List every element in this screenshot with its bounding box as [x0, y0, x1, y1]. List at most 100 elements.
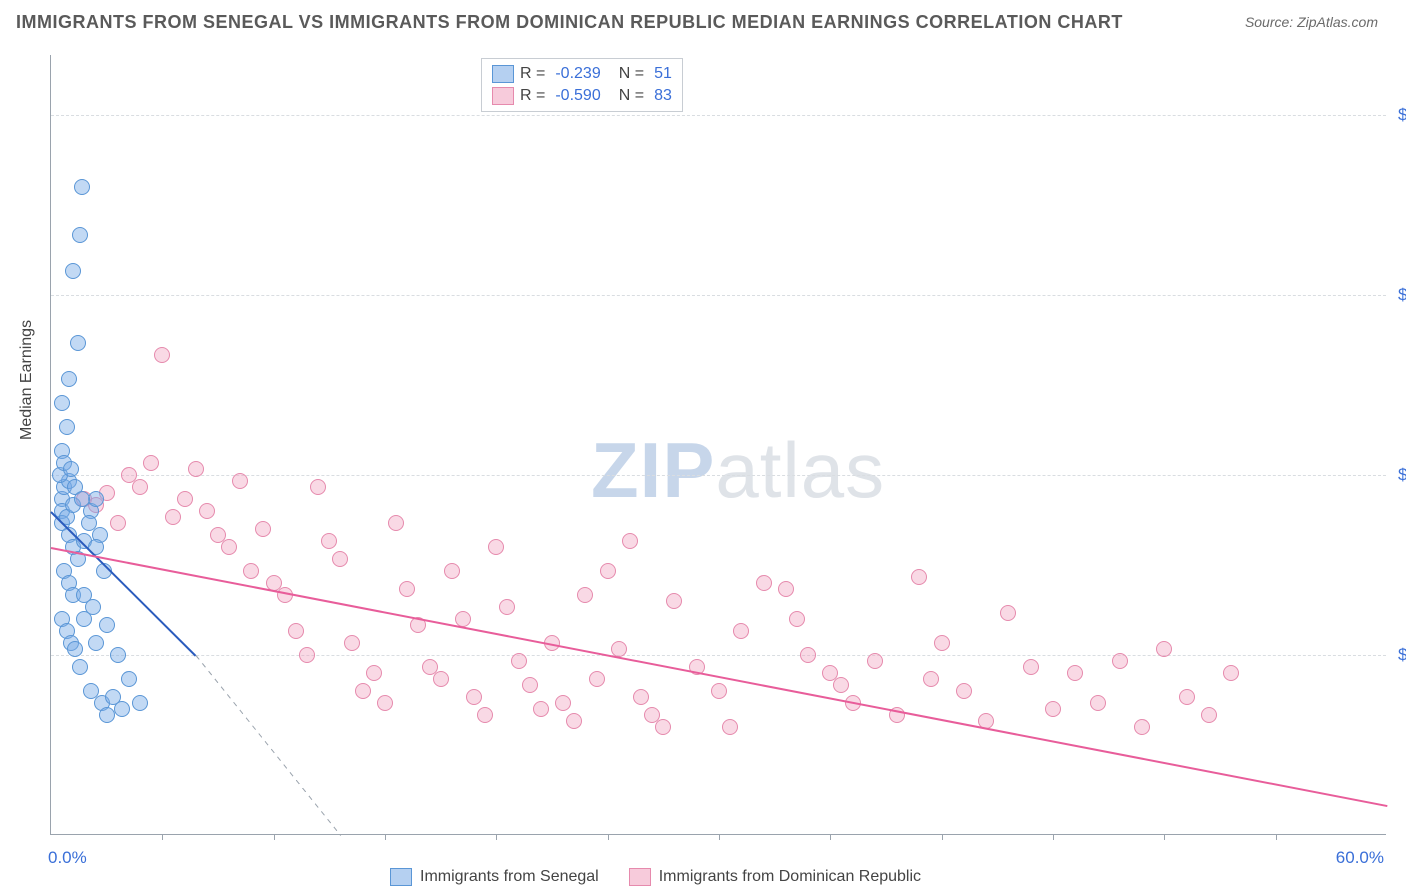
data-point — [221, 539, 237, 555]
data-point — [477, 707, 493, 723]
x-tick — [719, 834, 720, 840]
data-point — [522, 677, 538, 693]
data-point — [355, 683, 371, 699]
data-point — [756, 575, 772, 591]
data-point — [132, 479, 148, 495]
data-point — [577, 587, 593, 603]
data-point — [1179, 689, 1195, 705]
watermark-bold: ZIP — [591, 426, 715, 514]
y-tick-label: $80,000 — [1390, 105, 1406, 125]
data-point — [61, 371, 77, 387]
data-point — [74, 491, 90, 507]
y-axis-title: Median Earnings — [18, 320, 36, 440]
data-point — [934, 635, 950, 651]
y-tick-label: $50,000 — [1390, 465, 1406, 485]
x-tick — [830, 834, 831, 840]
gridline — [51, 115, 1386, 116]
data-point — [1045, 701, 1061, 717]
stats-row-b: R = -0.590 N = 83 — [492, 85, 672, 107]
data-point — [344, 635, 360, 651]
swatch-dominican-icon — [629, 868, 651, 886]
data-point — [81, 515, 97, 531]
source-label: Source: ZipAtlas.com — [1245, 14, 1378, 30]
watermark: ZIPatlas — [591, 425, 885, 516]
data-point — [666, 593, 682, 609]
data-point — [114, 701, 130, 717]
r-label: R = — [520, 65, 545, 83]
data-point — [867, 653, 883, 669]
r-value-b: -0.590 — [555, 87, 600, 105]
r-label: R = — [520, 87, 545, 105]
gridline — [51, 475, 1386, 476]
data-point — [165, 509, 181, 525]
legend-label-b: Immigrants from Dominican Republic — [659, 868, 921, 886]
data-point — [566, 713, 582, 729]
data-point — [110, 515, 126, 531]
data-point — [555, 695, 571, 711]
x-tick — [1276, 834, 1277, 840]
correlation-stats-box: R = -0.239 N = 51 R = -0.590 N = 83 — [481, 58, 683, 112]
data-point — [299, 647, 315, 663]
x-tick — [162, 834, 163, 840]
data-point — [499, 599, 515, 615]
data-point — [399, 581, 415, 597]
data-point — [1223, 665, 1239, 681]
x-tick — [1164, 834, 1165, 840]
data-point — [63, 461, 79, 477]
data-point — [88, 635, 104, 651]
scatter-plot-area: ZIPatlas R = -0.239 N = 51 R = -0.590 N … — [50, 55, 1386, 835]
data-point — [1112, 653, 1128, 669]
data-point — [833, 677, 849, 693]
x-tick — [1053, 834, 1054, 840]
swatch-dominican — [492, 87, 514, 105]
data-point — [366, 665, 382, 681]
data-point — [332, 551, 348, 567]
data-point — [533, 701, 549, 717]
gridline — [51, 295, 1386, 296]
data-point — [589, 671, 605, 687]
data-point — [655, 719, 671, 735]
x-tick — [385, 834, 386, 840]
x-axis-end-label: 60.0% — [1336, 848, 1384, 868]
data-point — [711, 683, 727, 699]
legend: Immigrants from Senegal Immigrants from … — [390, 868, 921, 886]
data-point — [85, 599, 101, 615]
data-point — [72, 227, 88, 243]
data-point — [1201, 707, 1217, 723]
legend-label-a: Immigrants from Senegal — [420, 868, 599, 886]
data-point — [1090, 695, 1106, 711]
gridline — [51, 655, 1386, 656]
data-point — [923, 671, 939, 687]
stats-row-a: R = -0.239 N = 51 — [492, 63, 672, 85]
n-label: N = — [619, 65, 644, 83]
data-point — [956, 683, 972, 699]
y-tick-label: $35,000 — [1390, 645, 1406, 665]
watermark-rest: atlas — [715, 426, 885, 514]
data-point — [388, 515, 404, 531]
data-point — [800, 647, 816, 663]
swatch-senegal — [492, 65, 514, 83]
data-point — [722, 719, 738, 735]
data-point — [54, 395, 70, 411]
trend-line — [51, 547, 1387, 807]
data-point — [65, 263, 81, 279]
data-point — [488, 539, 504, 555]
data-point — [72, 659, 88, 675]
data-point — [99, 617, 115, 633]
data-point — [1134, 719, 1150, 735]
y-tick-label: $65,000 — [1390, 285, 1406, 305]
data-point — [444, 563, 460, 579]
x-tick — [274, 834, 275, 840]
x-tick — [942, 834, 943, 840]
data-point — [1023, 659, 1039, 675]
data-point — [99, 707, 115, 723]
data-point — [1000, 605, 1016, 621]
data-point — [243, 563, 259, 579]
chart-title: IMMIGRANTS FROM SENEGAL VS IMMIGRANTS FR… — [16, 12, 1123, 33]
swatch-senegal-icon — [390, 868, 412, 886]
data-point — [70, 335, 86, 351]
trend-line — [195, 655, 341, 836]
n-label: N = — [619, 87, 644, 105]
n-value-b: 83 — [654, 87, 672, 105]
x-tick — [608, 834, 609, 840]
